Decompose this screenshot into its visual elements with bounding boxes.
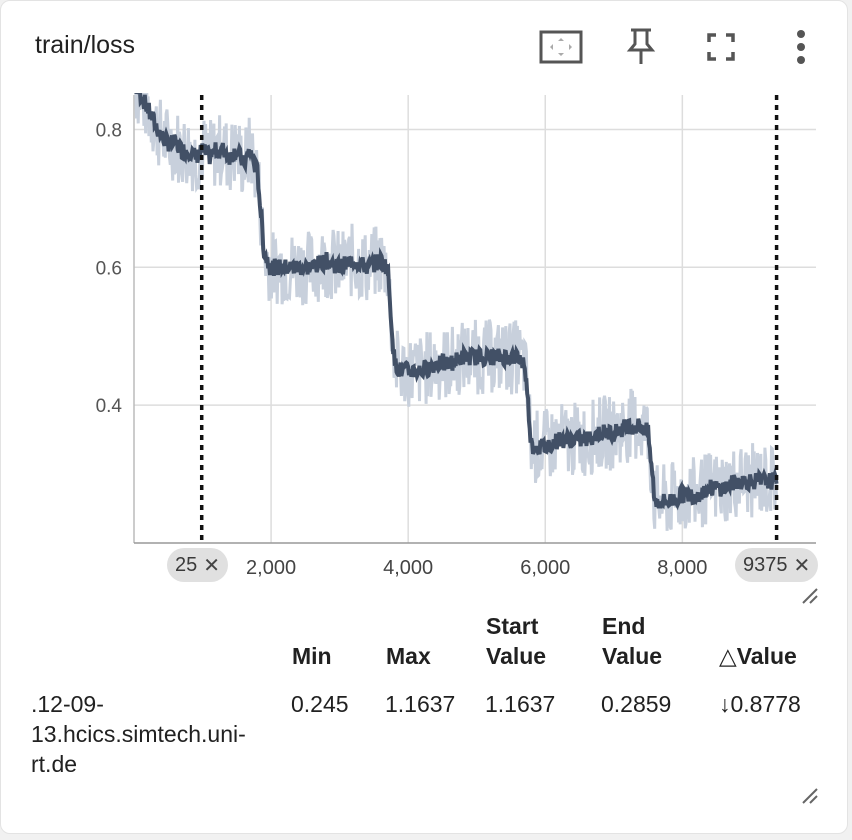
pin-button[interactable]: [619, 25, 663, 69]
header-min[interactable]: Min: [292, 643, 332, 669]
x-tick-label: 4,000: [383, 557, 433, 579]
x-tick-label: 2,000: [246, 557, 296, 579]
fullscreen-icon: [707, 33, 735, 61]
x-tick-label: 8,000: [657, 557, 707, 579]
cell-delta-value: ↓0.8778: [719, 691, 801, 717]
header-start-value[interactable]: Start Value: [486, 611, 546, 671]
more-vert-icon: [797, 30, 805, 64]
run-name-line3: rt.de: [31, 751, 78, 777]
fit-to-domain-button[interactable]: [539, 25, 583, 69]
header-delta-value[interactable]: △Value: [719, 643, 797, 669]
line-chart[interactable]: 0.4 0.6 0.8 2,000 4,000 6,000 8,000: [1, 81, 849, 581]
range-end-label: 9375: [743, 553, 788, 576]
y-tick-label: 0.4: [96, 396, 123, 417]
raw-series-line: [134, 93, 778, 531]
cell-max: 1.1637: [385, 691, 456, 717]
range-start-chip[interactable]: 25 ✕: [167, 548, 229, 582]
y-tick-label: 0.6: [96, 258, 122, 279]
y-tick-label: 0.8: [96, 120, 122, 141]
header-start-value-line1: Start: [486, 613, 539, 639]
cell-start-value: 1.1637: [485, 691, 556, 717]
fullscreen-button[interactable]: [699, 25, 743, 69]
run-name: .12-09- 13.hcics.simtech.uni- rt.de: [31, 689, 246, 779]
range-end-chip[interactable]: 9375 ✕: [735, 548, 819, 582]
header-end-value[interactable]: End Value: [602, 611, 662, 671]
smoothed-series-line: [134, 93, 779, 511]
more-options-button[interactable]: [779, 25, 823, 69]
table-resize-handle-icon[interactable]: [801, 787, 819, 805]
header-end-value-line2: Value: [602, 643, 663, 669]
range-end-close-icon[interactable]: ✕: [793, 554, 811, 577]
cell-end-value: 0.2859: [601, 691, 672, 717]
cell-min: 0.245: [291, 691, 349, 717]
pin-icon: [626, 28, 656, 64]
header-max[interactable]: Max: [386, 643, 431, 669]
x-tick-label: 6,000: [520, 557, 570, 579]
card-title: train/loss: [35, 31, 136, 59]
fit-to-domain-icon: [539, 30, 583, 64]
run-name-line1: .12-09-: [31, 691, 104, 717]
header-end-value-line1: End: [602, 613, 646, 639]
range-start-label: 25: [175, 553, 198, 576]
range-start-close-icon[interactable]: ✕: [203, 554, 221, 577]
chart-resize-handle-icon[interactable]: [801, 587, 819, 605]
run-name-line2: 13.hcics.simtech.uni-: [31, 721, 246, 747]
header-start-value-line2: Value: [486, 643, 547, 669]
